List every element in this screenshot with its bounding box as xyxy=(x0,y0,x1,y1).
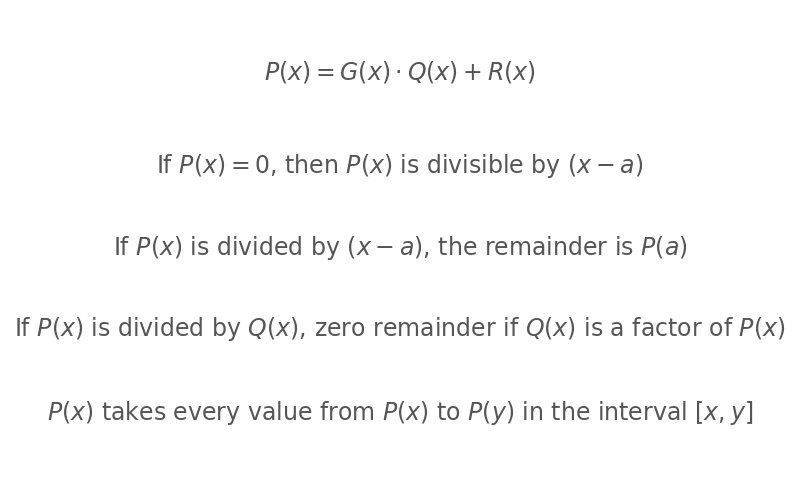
Text: $P(x) = G(x) \cdot Q(x) + R(x)$: $P(x) = G(x) \cdot Q(x) + R(x)$ xyxy=(264,59,536,85)
Text: If $P(x) = 0$, then $P(x)$ is divisible by $(x - a)$: If $P(x) = 0$, then $P(x)$ is divisible … xyxy=(157,152,643,180)
Text: $P(x)$ takes every value from $P(x)$ to $P(y)$ in the interval $[x, y]$: $P(x)$ takes every value from $P(x)$ to … xyxy=(47,399,753,427)
Text: If $P(x)$ is divided by $(x - a)$, the remainder is $P(a)$: If $P(x)$ is divided by $(x - a)$, the r… xyxy=(113,234,687,261)
Text: If $P(x)$ is divided by $Q(x)$, zero remainder if $Q(x)$ is a factor of $P(x)$: If $P(x)$ is divided by $Q(x)$, zero rem… xyxy=(14,315,786,343)
